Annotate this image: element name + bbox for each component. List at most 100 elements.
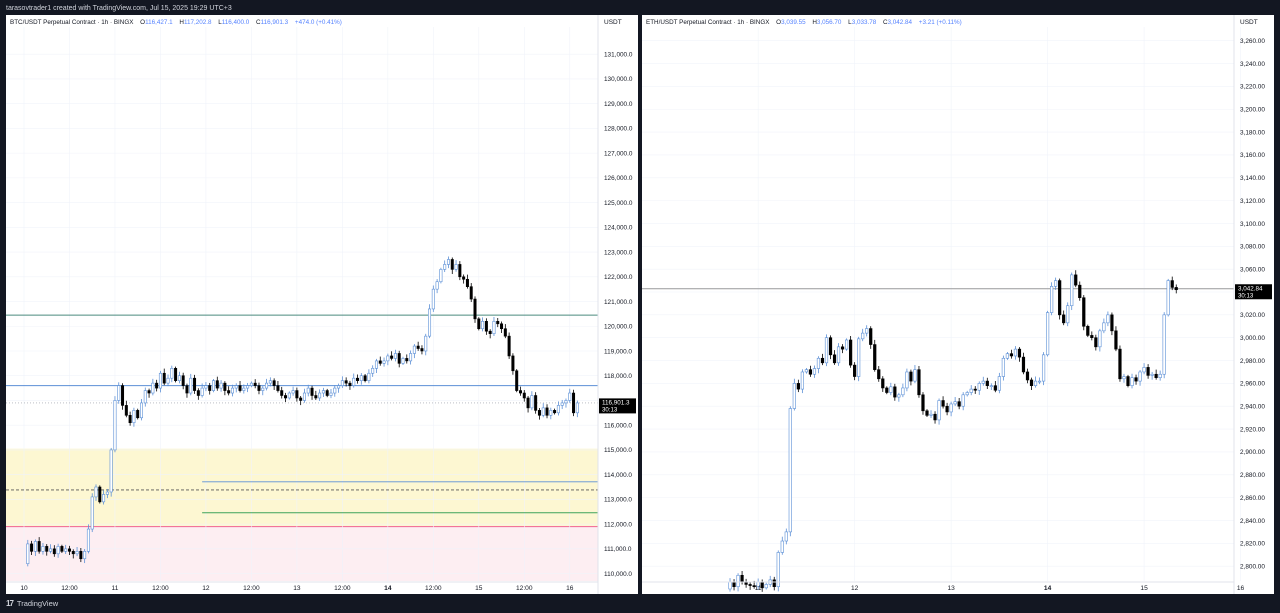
btc-candle: [287, 391, 291, 400]
eth-candle: [921, 392, 925, 415]
btc-candle-body: [454, 264, 458, 270]
eth-candle: [957, 398, 961, 410]
eth-y-tick-label: 2,800.00: [1240, 563, 1265, 570]
eth-candle-body: [885, 387, 889, 393]
btc-candle-body: [378, 360, 382, 364]
eth-candle: [965, 390, 969, 397]
eth-candle: [1021, 352, 1026, 375]
btc-candle: [257, 382, 261, 395]
btc-candle-body: [230, 387, 234, 394]
btc-candle: [71, 549, 75, 559]
eth-y-tick-label: 2,880.00: [1240, 472, 1265, 479]
btc-candle: [348, 380, 352, 390]
btc-candle-body: [276, 385, 280, 391]
btc-candle-body: [556, 405, 560, 414]
eth-candle: [1150, 371, 1154, 380]
btc-candle-body: [348, 382, 352, 386]
btc-candle-body: [86, 528, 90, 552]
eth-x-tick-label: 16: [1237, 585, 1245, 592]
eth-candle: [1134, 374, 1138, 385]
btc-candle: [253, 379, 257, 389]
eth-candle: [824, 334, 829, 367]
eth-candle-body: [728, 581, 732, 590]
btc-candle-body: [67, 548, 71, 552]
btc-y-tick-label: 118,000.0: [604, 373, 632, 380]
btc-candle-body: [575, 402, 579, 414]
btc-y-tick-label: 123,000.0: [604, 249, 633, 256]
btc-candle-body: [105, 491, 109, 495]
btc-candle-body: [98, 486, 102, 503]
btc-candle-body: [139, 402, 143, 419]
btc-candle-body: [492, 321, 496, 334]
btc-candle-body: [196, 390, 200, 396]
eth-candle-body: [857, 338, 861, 377]
btc-candle: [124, 400, 128, 418]
btc-candle-body: [147, 390, 151, 394]
btc-candle: [200, 383, 204, 398]
eth-candle: [1009, 349, 1014, 359]
btc-candle-body: [318, 392, 322, 399]
eth-candle: [784, 528, 788, 545]
btc-candle: [56, 543, 60, 558]
btc-candle-body: [431, 288, 435, 310]
btc-candle: [166, 374, 170, 387]
btc-candle: [325, 388, 329, 398]
eth-candle: [909, 369, 913, 386]
btc-candle-body: [208, 385, 212, 391]
btc-candle: [98, 485, 102, 504]
eth-candle: [893, 383, 897, 401]
btc-candle-body: [325, 390, 329, 396]
eth-candle: [1037, 377, 1042, 385]
btc-candle-body: [272, 380, 276, 386]
btc-y-tick-label: 127,000.0: [604, 150, 633, 157]
btc-candle-body: [238, 385, 242, 391]
eth-y-tick-label: 3,180.00: [1240, 129, 1265, 136]
eth-candle-body: [969, 388, 973, 393]
btc-candle: [128, 411, 132, 426]
eth-candle-body: [933, 413, 937, 421]
eth-candle: [1029, 377, 1034, 390]
eth-candle: [1158, 370, 1162, 381]
btc-y-tick-label: 111,000.0: [604, 546, 632, 553]
eth-close: 3,042.84: [887, 19, 913, 26]
btc-candle: [193, 374, 197, 394]
btc-candle-body: [181, 375, 185, 386]
eth-candle: [728, 578, 732, 592]
btc-chart-panel[interactable]: 110,000.0 111,000.0 112,000.0 113,000.0 114,…: [6, 15, 638, 594]
eth-candle-body: [796, 383, 800, 390]
btc-candle: [181, 372, 185, 390]
btc-candle-body: [26, 543, 30, 564]
btc-candle: [340, 376, 344, 388]
btc-candle: [458, 261, 462, 281]
eth-candle: [1033, 376, 1038, 388]
eth-candle-body: [772, 579, 776, 588]
btc-candle-body: [265, 382, 269, 389]
eth-candle-body: [1126, 376, 1130, 386]
btc-candle-body: [52, 548, 56, 555]
btc-candle-body: [310, 387, 314, 396]
eth-legend: ETH/USDT Perpetual Contract · 1h · BINGX…: [646, 19, 962, 26]
eth-candle-body: [853, 364, 857, 377]
eth-chart[interactable]: 2,800.00 2,820.00 2,840.00 2,860.00 2,880.00…: [642, 15, 1274, 594]
eth-candle: [869, 326, 873, 349]
eth-candle: [764, 582, 768, 590]
eth-candle-body: [925, 410, 929, 416]
btc-candle: [435, 279, 439, 294]
eth-candle: [1138, 369, 1142, 386]
btc-candle-body: [246, 385, 250, 389]
eth-candle-body: [845, 339, 849, 350]
btc-chart[interactable]: 110,000.0 111,000.0 112,000.0 113,000.0 114,…: [6, 15, 638, 594]
eth-y-tick-label: 3,100.00: [1240, 221, 1265, 228]
eth-candle: [1082, 295, 1086, 331]
btc-candle-body: [64, 548, 68, 552]
btc-y-tick-label: 121,000.0: [604, 299, 633, 306]
btc-candle: [302, 388, 306, 403]
btc-candle: [79, 547, 83, 563]
btc-candle: [515, 369, 519, 393]
tradingview-brand[interactable]: 17 TradingView: [6, 599, 58, 608]
eth-y-tick-label: 2,980.00: [1240, 358, 1265, 365]
btc-x-tick-label: 12:00: [425, 585, 442, 592]
btc-candle: [393, 349, 397, 362]
btc-candle: [575, 400, 579, 418]
eth-chart-panel[interactable]: 2,800.00 2,820.00 2,840.00 2,860.00 2,880.00…: [642, 15, 1274, 594]
